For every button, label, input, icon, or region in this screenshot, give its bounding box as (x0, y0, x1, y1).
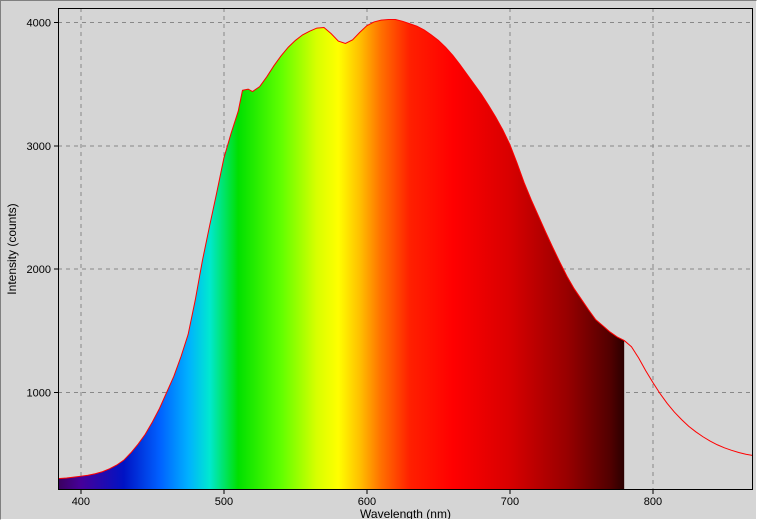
y-tick-label: 4000 (27, 18, 51, 30)
x-tick-label: 800 (644, 496, 662, 508)
spectrum-panel: { "chart": { "type": "spectrum-area", "w… (0, 0, 757, 520)
x-tick-label: 400 (72, 496, 90, 508)
y-tick-label: 3000 (27, 141, 51, 153)
x-axis-label: Wavelength (nm) (360, 507, 451, 520)
y-tick-label: 2000 (27, 264, 51, 276)
y-tick-label: 1000 (27, 387, 51, 399)
x-tick-label: 700 (501, 496, 519, 508)
y-axis-label: Intensity (counts) (5, 203, 19, 294)
x-tick-label: 500 (215, 496, 233, 508)
spectrum-chart: 4005006007008001000200030004000Wavelengt… (0, 0, 757, 520)
